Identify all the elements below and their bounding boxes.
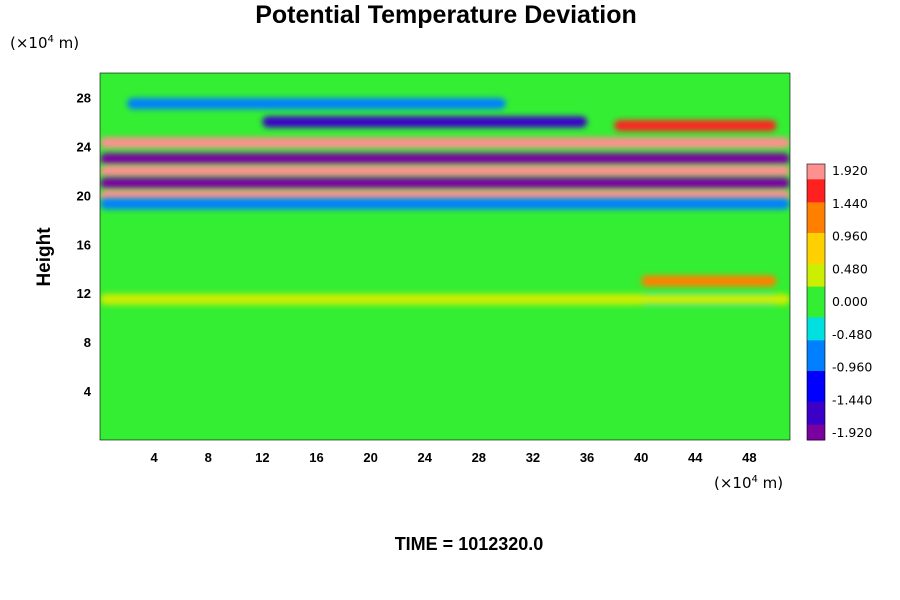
colorbar-segment	[807, 202, 825, 211]
colorbar-tick-label: 1.920	[832, 163, 868, 178]
colorbar-segment	[807, 371, 825, 380]
field-band	[100, 189, 790, 201]
field-background	[100, 73, 790, 440]
colorbar-segment	[807, 309, 825, 318]
colorbar-segment	[807, 409, 825, 418]
y-tick-label: 12	[77, 286, 91, 301]
colorbar-tick-label: 0.000	[832, 294, 868, 309]
colorbar-tick-label: 0.960	[832, 229, 868, 244]
y-tick-label: 20	[77, 188, 91, 203]
colorbar-tick-label: 0.480	[832, 261, 868, 276]
colorbar-tick-label: -1.920	[832, 425, 872, 440]
y-axis-unit: (×104 m)	[10, 34, 79, 52]
y-tick-label: 4	[84, 384, 92, 399]
field-band	[100, 177, 790, 189]
x-tick-label: 24	[417, 450, 432, 465]
x-axis-unit: (×104 m)	[714, 474, 783, 492]
colorbar-segment	[807, 348, 825, 357]
colorbar-segment	[807, 225, 825, 234]
colorbar-frame	[806, 163, 826, 441]
colorbar-segment	[807, 233, 825, 242]
x-tick-label: 40	[634, 450, 648, 465]
colorbar-segment	[807, 302, 825, 311]
colorbar-segment	[807, 279, 825, 288]
colorbar-segment	[807, 164, 825, 173]
x-tick-label: 36	[580, 450, 594, 465]
x-tick-label: 12	[255, 450, 269, 465]
colorbar-segment	[807, 263, 825, 272]
y-tick-label: 16	[77, 237, 91, 252]
colorbar-segment	[807, 424, 825, 433]
x-tick-label: 28	[472, 450, 486, 465]
field-band	[100, 293, 790, 305]
x-tick-label: 44	[688, 450, 703, 465]
colorbar-segment	[807, 256, 825, 265]
colorbar-segment	[807, 340, 825, 349]
y-tick-label: 24	[77, 139, 92, 154]
colorbar-segment	[807, 210, 825, 219]
colorbar-segment	[807, 286, 825, 295]
colorbar-segment	[807, 378, 825, 387]
colorbar-segment	[807, 171, 825, 180]
colorbar-segment	[807, 179, 825, 188]
colorbar-segment	[807, 194, 825, 203]
x-tick-label: 48	[742, 450, 756, 465]
field-band	[100, 137, 790, 149]
y-axis-label: Height	[34, 227, 55, 287]
y-axis-ticks: 4 8 12 16 20 24 28	[77, 90, 92, 399]
colorbar-segment	[807, 394, 825, 403]
colorbar-segment	[807, 317, 825, 326]
colorbar-segment	[807, 417, 825, 426]
x-tick-label: 32	[526, 450, 540, 465]
y-tick-label: 28	[77, 90, 91, 105]
colorbar-segment	[807, 386, 825, 395]
colorbar	[806, 163, 826, 441]
heatmap-field	[100, 73, 790, 440]
x-axis-ticks: 4 8 12 16 20 24 28 32 36 40 44 48	[151, 450, 757, 465]
colorbar-segment	[807, 248, 825, 257]
colorbar-segment	[807, 401, 825, 410]
field-band	[100, 165, 790, 177]
colorbar-tick-label: -0.480	[832, 327, 872, 342]
x-tick-label: 20	[363, 450, 377, 465]
field-band	[127, 98, 506, 110]
colorbar-ticks: 1.920 1.440 0.960 0.480 0.000 -0.480 -0.960 -1.…	[832, 163, 872, 440]
x-tick-label: 8	[205, 450, 212, 465]
colorbar-tick-label: -0.960	[832, 360, 872, 375]
chart-title: Potential Temperature Deviation	[255, 1, 637, 29]
colorbar-tick-label: 1.440	[832, 196, 868, 211]
colorbar-segment	[807, 217, 825, 226]
colorbar-segment	[807, 325, 825, 334]
y-tick-label: 8	[84, 335, 91, 350]
x-tick-label: 16	[309, 450, 323, 465]
colorbar-segment	[807, 355, 825, 364]
colorbar-tick-label: -1.440	[832, 392, 872, 407]
field-band	[100, 153, 790, 165]
colorbar-segment	[807, 332, 825, 341]
colorbar-segment	[807, 294, 825, 303]
colorbar-segment	[807, 187, 825, 196]
x-tick-label: 4	[151, 450, 159, 465]
colorbar-segment	[807, 240, 825, 249]
field-band	[641, 275, 777, 287]
colorbar-segment	[807, 432, 825, 441]
field-band	[614, 120, 777, 132]
field-band	[100, 198, 790, 210]
time-label: TIME = 1012320.0	[395, 534, 544, 554]
field-band	[262, 116, 588, 128]
colorbar-segment	[807, 363, 825, 372]
plot-frame	[99, 72, 791, 441]
colorbar-segment	[807, 271, 825, 280]
